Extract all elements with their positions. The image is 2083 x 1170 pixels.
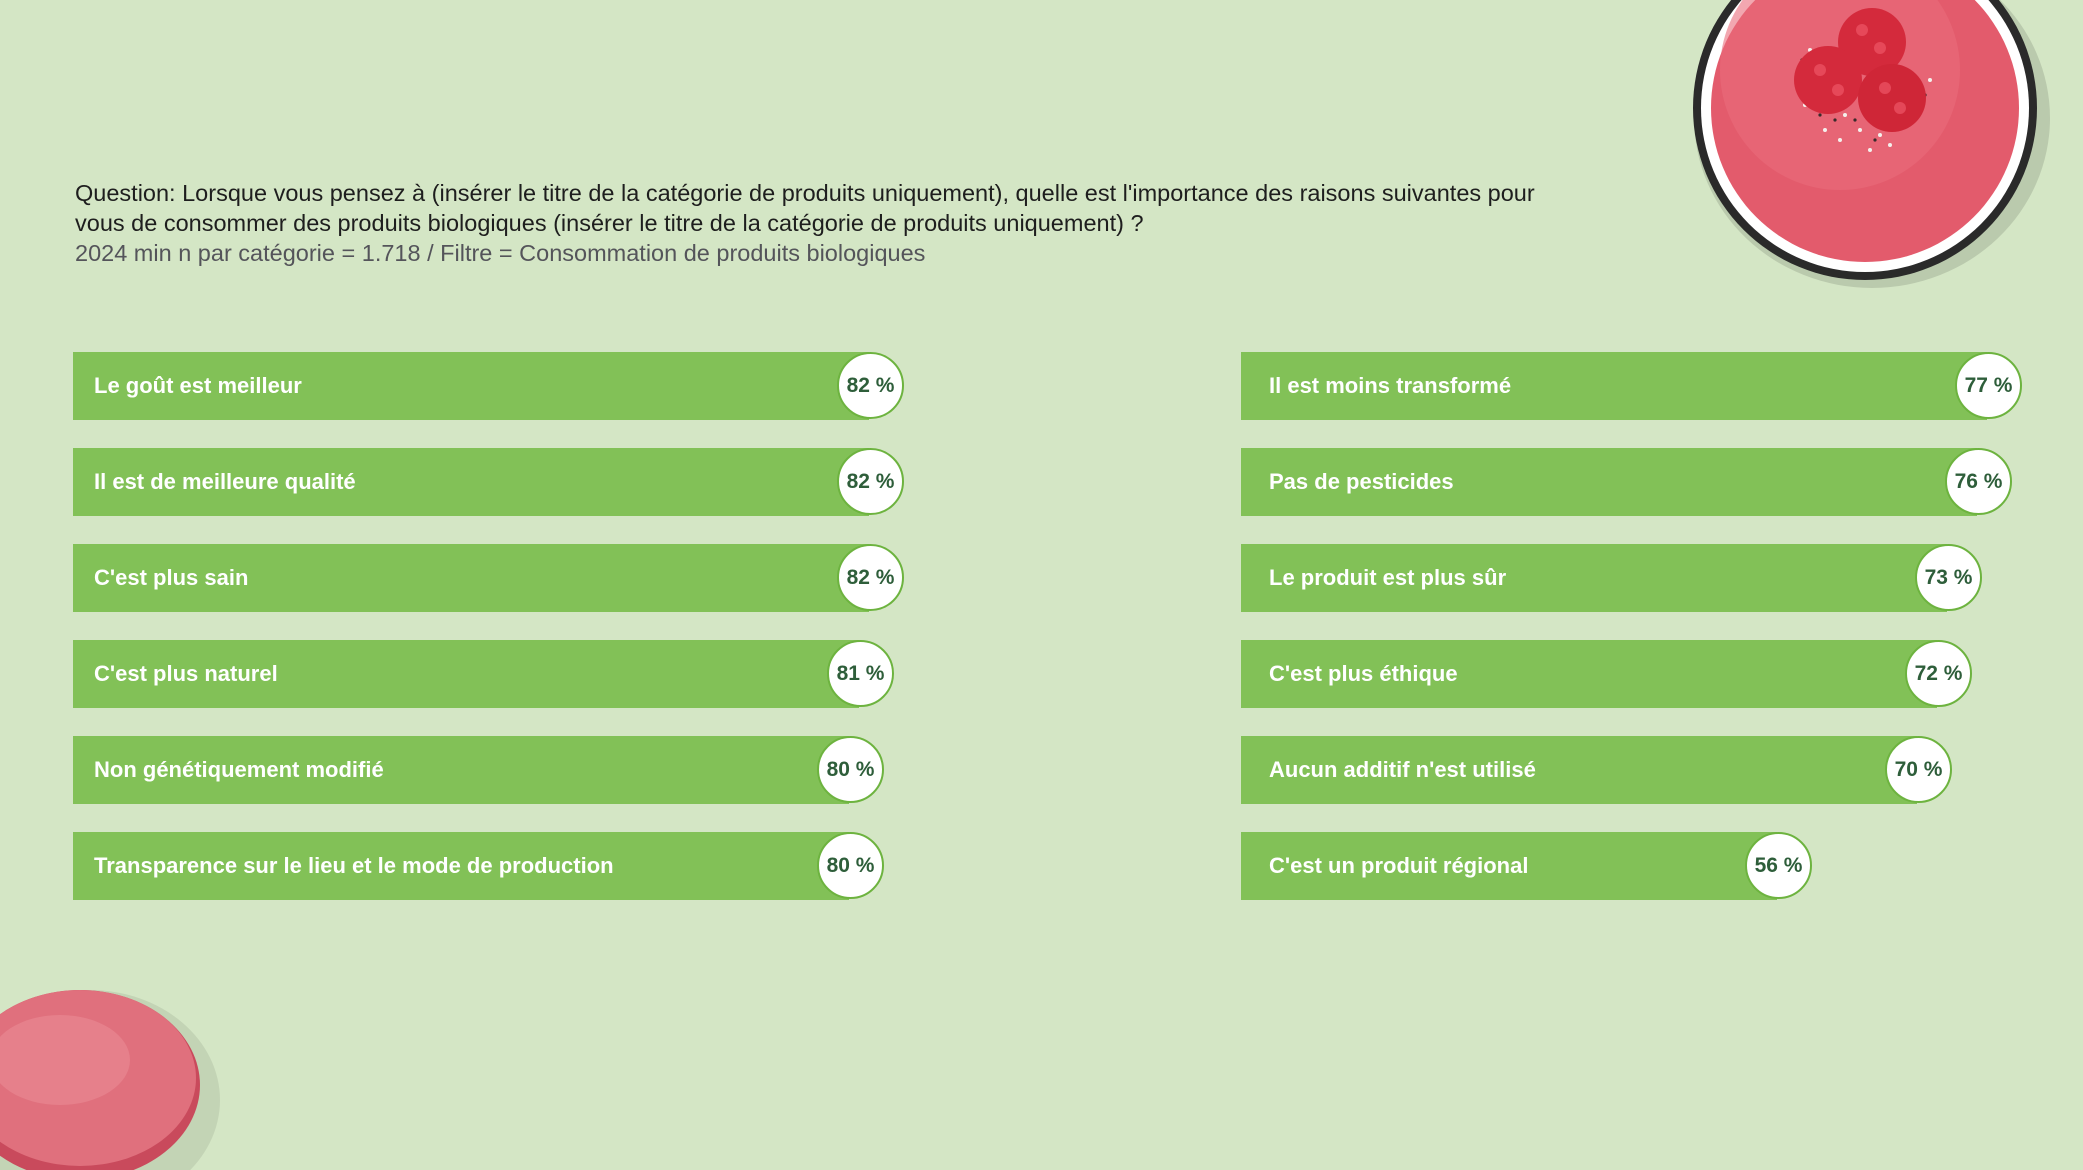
bar [73,448,869,516]
bar-value-badge: 82 % [837,544,904,611]
bar-category-label: Pas de pesticides [1269,469,1454,494]
bar-category-label: C'est plus éthique [1269,661,1458,686]
bar [73,640,859,708]
bar-value-badge: 77 % [1955,352,2022,419]
bar [1241,544,1947,612]
bar [73,544,869,612]
bar [73,736,849,804]
bar-category-label: C'est plus naturel [94,661,278,686]
bar [1241,832,1777,900]
bar-category-label: C'est un produit régional [1269,853,1529,878]
chart-header: Question: Lorsque vous pensez à (insérer… [75,178,1555,268]
bar-category-label: Aucun additif n'est utilisé [1269,757,1536,782]
bar-category-label: C'est plus sain [94,565,249,590]
smoothie-bowl-image [1693,0,2050,288]
bar-category-label: Transparence sur le lieu et le mode de p… [94,853,614,878]
bar-value-badge: 82 % [837,352,904,419]
bar [73,352,869,420]
bar-value-badge: 70 % [1885,736,1952,803]
bar [1241,640,1937,708]
bar-value-badge: 80 % [817,736,884,803]
bar [1241,448,1977,516]
bar-value-badge: 81 % [827,640,894,707]
bar [1241,736,1917,804]
macaron-image [0,990,220,1170]
bar-value-badge: 73 % [1915,544,1982,611]
question-text: Question: Lorsque vous pensez à (insérer… [75,180,1535,236]
sample-filter-text: 2024 min n par catégorie = 1.718 / Filtr… [75,240,926,266]
bar-category-label: Le produit est plus sûr [1269,565,1507,590]
bar-value-badge: 80 % [817,832,884,899]
bar-category-label: Il est de meilleure qualité [94,469,356,494]
bar-category-label: Il est moins transformé [1269,373,1512,398]
bar [1241,352,1987,420]
bar-category-label: Non génétiquement modifié [94,757,384,782]
bar-value-badge: 56 % [1745,832,1812,899]
bar-value-badge: 76 % [1945,448,2012,515]
bar [73,832,849,900]
bar-value-badge: 82 % [837,448,904,515]
bar-value-badge: 72 % [1905,640,1972,707]
bar-category-label: Le goût est meilleur [94,373,302,398]
